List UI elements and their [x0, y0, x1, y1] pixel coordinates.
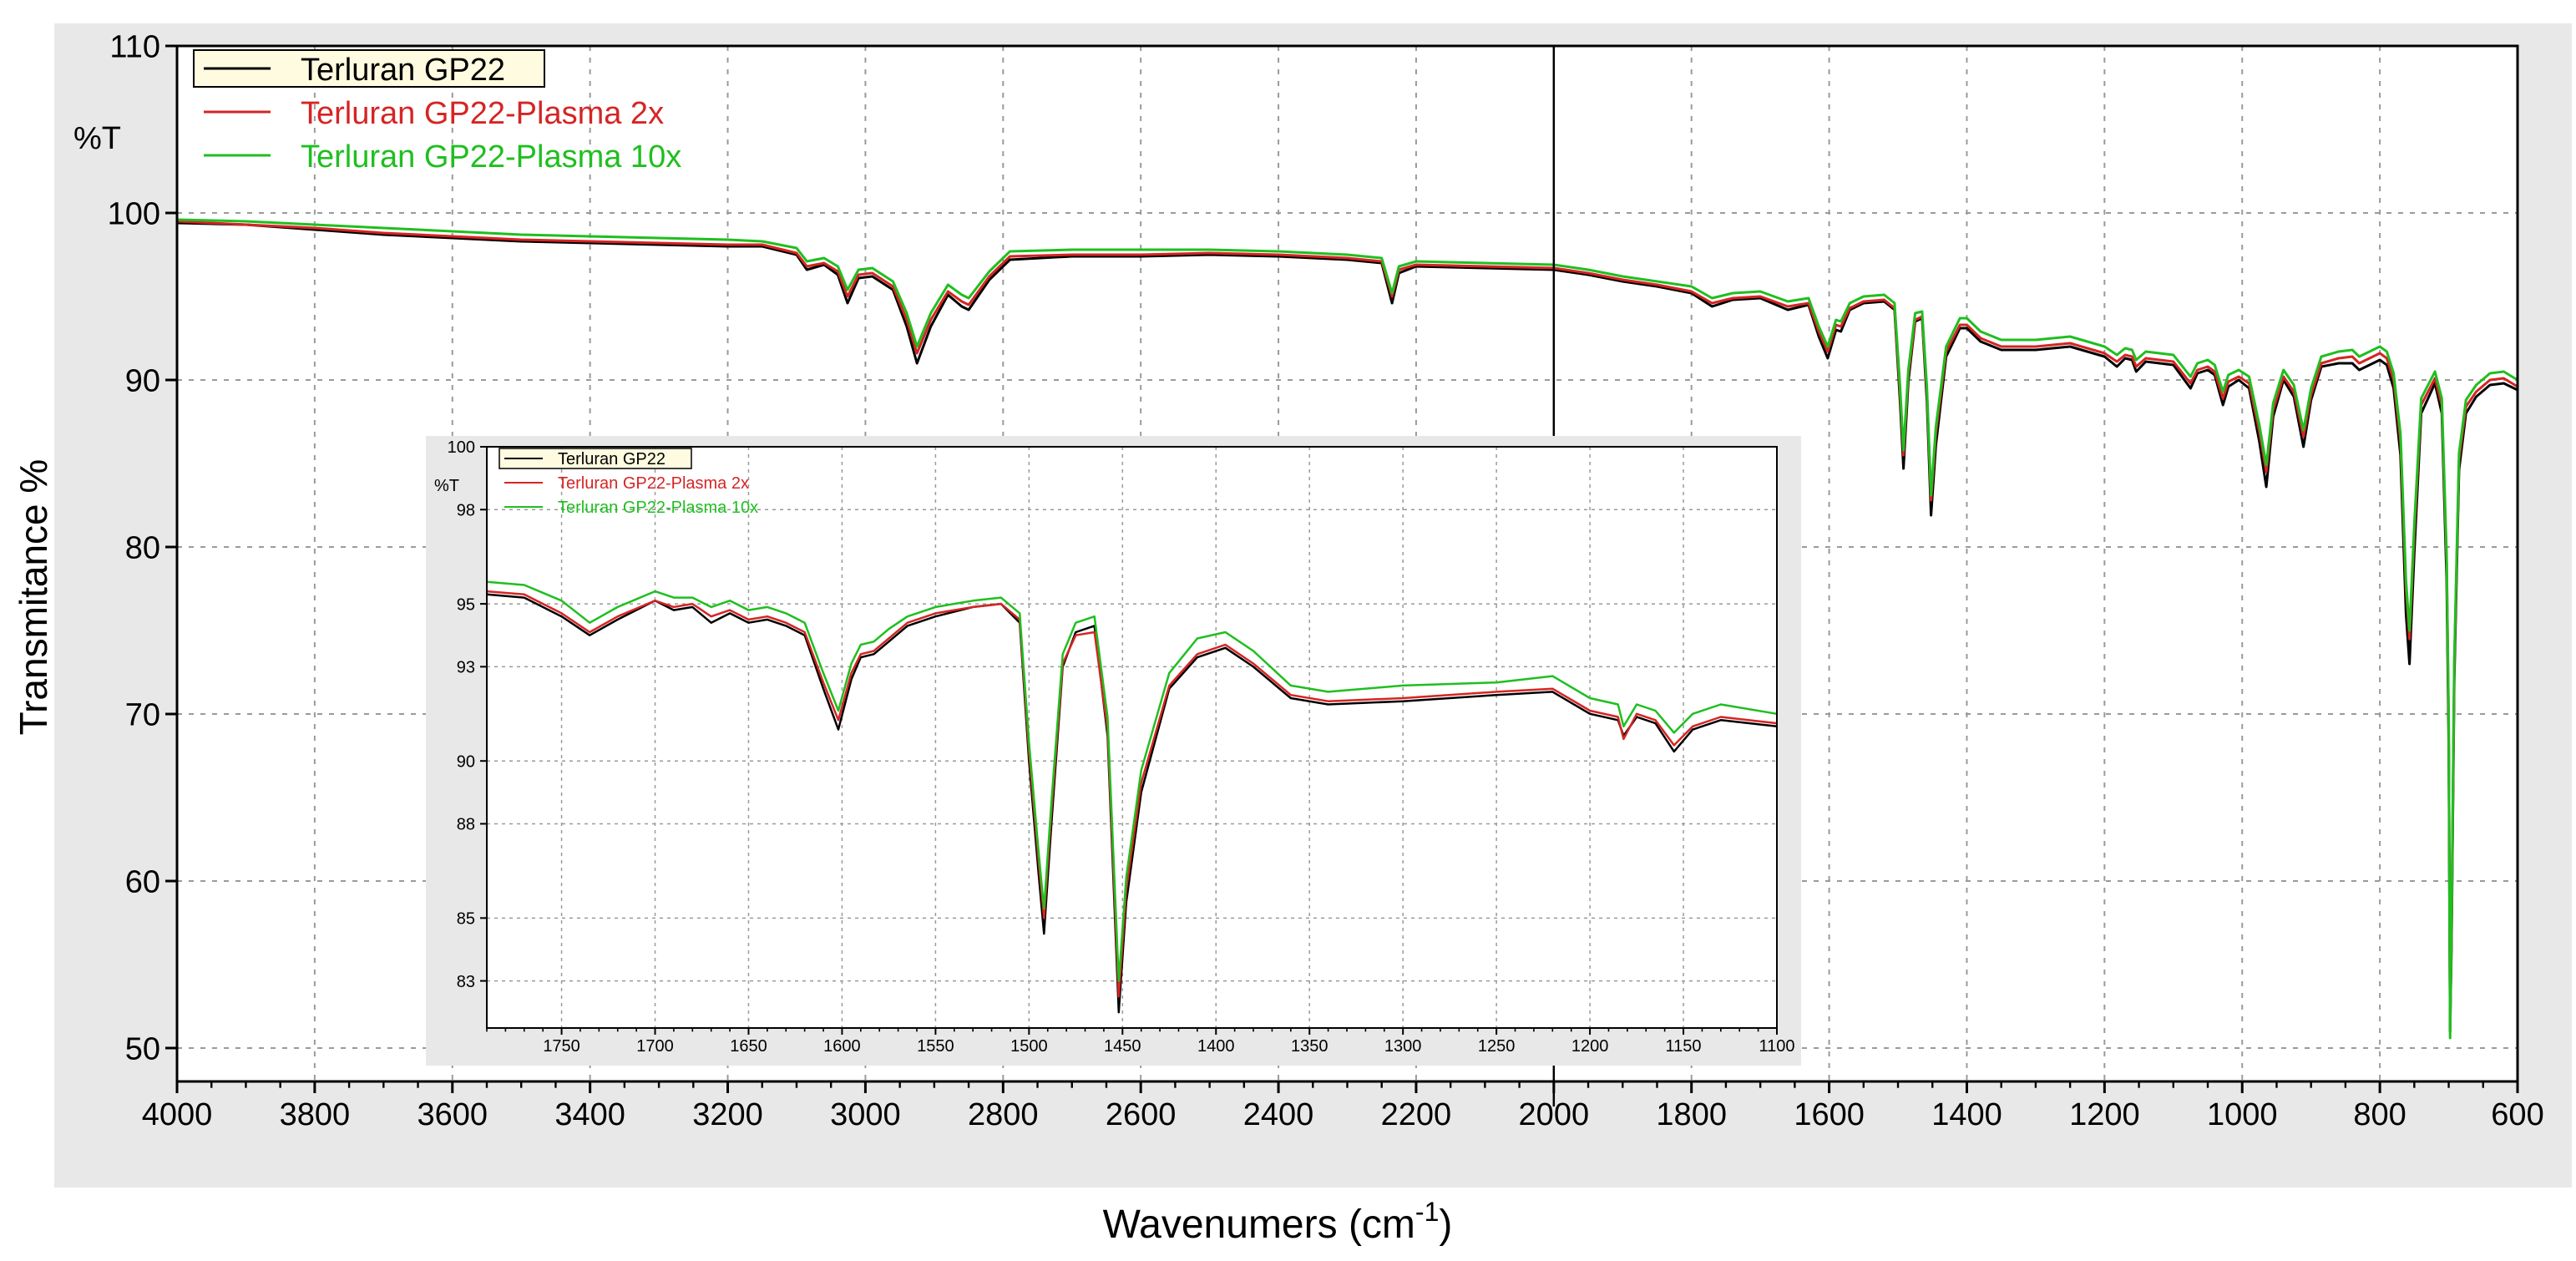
inset-legend-entry-2: Terluran GP22-Plasma 10x [558, 499, 758, 517]
inset-x-tick-label-8: 1350 [1291, 1037, 1328, 1056]
inset-y-tick-label-7: 100 [448, 438, 475, 457]
main-y-tick-label-5: 100 [108, 197, 160, 232]
inset-series [486, 580, 1778, 1014]
x-axis-label: Wavenumers (cm-1) [1103, 1197, 1453, 1247]
inset-x-tick-label-6: 1450 [1104, 1037, 1141, 1056]
inset-plot-area [487, 447, 1777, 1028]
main-y-tick-label-3: 80 [125, 531, 160, 566]
main-y-tick-label-6: 110 [109, 30, 160, 65]
main-x-tick-label-12: 1600 [1794, 1097, 1865, 1132]
main-series [176, 218, 2518, 1040]
main-x-tick-label-14: 1200 [2069, 1097, 2140, 1132]
main-y-ticks: 50 60 70 80 90 100 110 [108, 30, 177, 1067]
main-x-tick-label-1: 3800 [280, 1097, 351, 1132]
inset-axes [486, 446, 1778, 1029]
inset-legend-entry-1: Terluran GP22-Plasma 2x [558, 474, 749, 493]
main-y-tick-label-0: 50 [125, 1032, 160, 1067]
legend-entry-1: Terluran GP22-Plasma 2x [301, 96, 664, 131]
inset-x-tick-label-0: 1750 [543, 1037, 580, 1056]
inset-x-tick-label-5: 1500 [1010, 1037, 1048, 1056]
inset-x-tick-label-4: 1550 [917, 1037, 954, 1056]
inset-y-tick-label-4: 93 [457, 659, 475, 677]
main-x-tick-label-6: 2800 [968, 1097, 1039, 1132]
inset-y-tick-label-0: 83 [457, 973, 475, 991]
inset-x-tick-label-7: 1400 [1197, 1037, 1235, 1056]
inset-y-unit-label: %T [434, 477, 459, 495]
x-axis-label-close: ) [1439, 1203, 1452, 1247]
inset-x-tick-label-2: 1650 [730, 1037, 767, 1056]
main-x-tick-label-15: 1000 [2207, 1097, 2278, 1132]
inset-y-tick-label-1: 85 [457, 910, 475, 929]
main-legend: Terluran GP22 Terluran GP22-Plasma 2x Te… [193, 49, 681, 175]
main-x-tick-label-5: 3000 [830, 1097, 901, 1132]
inset-axis-frame [486, 446, 1778, 1029]
inset-y-ticks: 83 85 88 90 93 95 98 100 [448, 438, 487, 991]
inset-legend-entry-0: Terluran GP22 [558, 450, 666, 468]
inset-x-tick-label-11: 1200 [1571, 1037, 1609, 1056]
main-x-tick-label-10: 2000 [1519, 1097, 1590, 1132]
main-x-tick-label-13: 1400 [1931, 1097, 2002, 1132]
main-y-tick-label-4: 90 [125, 364, 160, 399]
main-x-tick-label-11: 1800 [1656, 1097, 1727, 1132]
inset-legend: Terluran GP22 Terluran GP22-Plasma 2x Te… [498, 448, 758, 517]
x-axis-label-main: Wavenumers (cm [1103, 1203, 1415, 1247]
inset-x-tick-label-9: 1300 [1384, 1037, 1422, 1056]
main-x-tick-label-3: 3400 [554, 1097, 625, 1132]
x-axis-label-superscript: -1 [1415, 1197, 1439, 1227]
legend-entry-2: Terluran GP22-Plasma 10x [301, 139, 681, 175]
inset-chart: 1750 1700 1650 1600 1550 1500 1450 1400 1350 1300… [426, 436, 1801, 1066]
inset-x-ticks: 1750 1700 1650 1600 1550 1500 1450 1400 1350 1300… [486, 1028, 1795, 1056]
y-axis-label: Transmitance % [12, 459, 55, 736]
main-x-tick-label-0: 4000 [142, 1097, 213, 1132]
main-x-tick-label-9: 2200 [1381, 1097, 1452, 1132]
main-x-tick-label-2: 3600 [417, 1097, 488, 1132]
main-y-tick-label-2: 70 [125, 698, 160, 733]
main-x-tick-label-8: 2400 [1243, 1097, 1314, 1132]
main-series-line-2 [176, 218, 2518, 1040]
inset-series-line-2 [486, 580, 1778, 982]
main-y-tick-label-1: 60 [125, 865, 160, 900]
inset-grid [487, 447, 1777, 1028]
inset-y-tick-label-5: 95 [457, 595, 475, 614]
inset-x-tick-label-13: 1100 [1759, 1037, 1794, 1056]
inset-y-tick-label-3: 90 [457, 752, 475, 771]
main-x-tick-label-16: 800 [2353, 1097, 2406, 1132]
inset-x-tick-label-3: 1600 [823, 1037, 861, 1056]
legend-entry-0: Terluran GP22 [301, 53, 505, 88]
y-unit-label: %T [73, 121, 121, 156]
inset-y-tick-label-6: 98 [457, 501, 475, 519]
main-x-tick-label-4: 3200 [692, 1097, 763, 1132]
main-x-tick-label-7: 2600 [1106, 1097, 1177, 1132]
inset-series-line-0 [486, 593, 1778, 1014]
main-x-ticks: 4000 3800 3600 3400 3200 3000 2800 2600 2400 2200… [142, 1081, 2544, 1132]
main-x-tick-label-17: 600 [2491, 1097, 2543, 1132]
inset-x-tick-label-12: 1150 [1666, 1037, 1702, 1056]
inset-x-tick-label-1: 1700 [636, 1037, 674, 1056]
inset-y-tick-label-2: 88 [457, 816, 475, 834]
inset-x-tick-label-10: 1250 [1478, 1037, 1516, 1056]
